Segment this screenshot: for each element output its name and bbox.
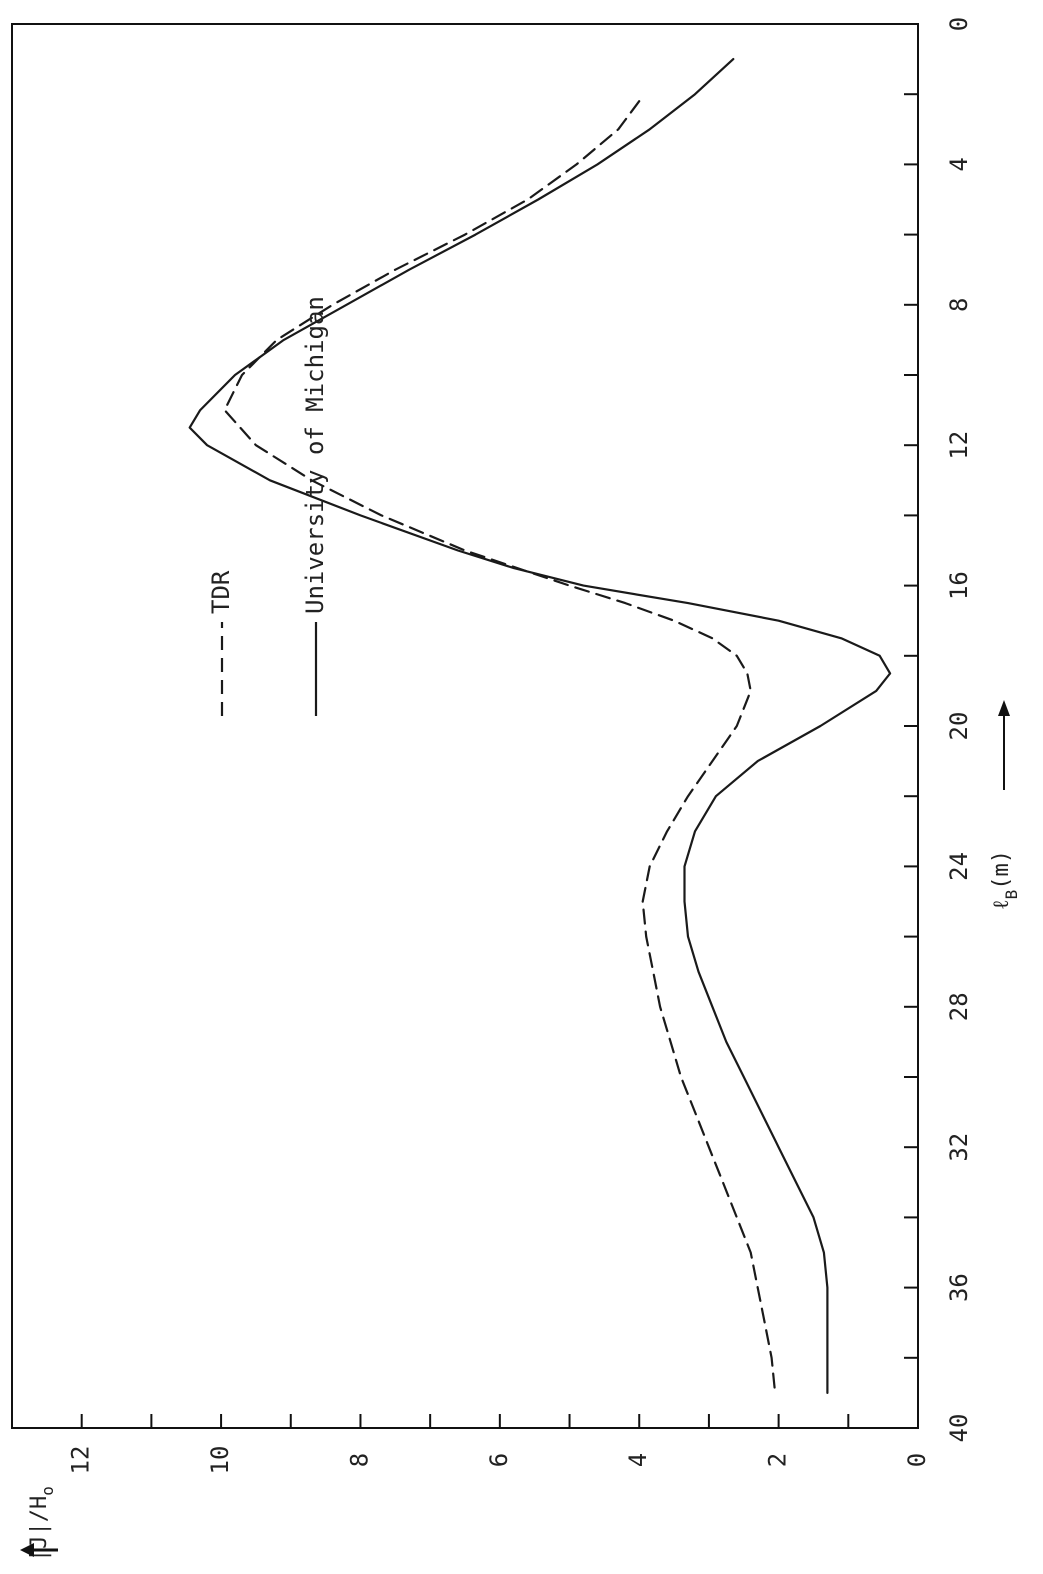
- series-line-university-of-michigan: [188, 57, 892, 1395]
- x-tick-label: 40: [945, 1414, 973, 1443]
- y-tick-label: 12: [67, 1446, 95, 1475]
- x-tick-label: 20: [945, 712, 973, 741]
- tick-marks: [11, 23, 919, 1429]
- y-tick-label: 10: [206, 1446, 234, 1475]
- y-tick-label: 2: [764, 1453, 792, 1467]
- x-tick-label: 36: [945, 1273, 973, 1302]
- x-tick-label: 8: [945, 298, 973, 312]
- x-tick-label: 0: [945, 17, 973, 31]
- legend-label-university-of-michigan: University of Michigan: [301, 296, 329, 614]
- x-tick-label: 4: [945, 157, 973, 171]
- axis-titles: ℓB(m)|J|/Ho: [20, 700, 1021, 1562]
- x-tick-label: 12: [945, 431, 973, 460]
- y-tick-labels: 0 2 4 6 8 10 12: [67, 1446, 931, 1475]
- y-tick-label: 0: [903, 1453, 931, 1467]
- y-tick-label: 6: [485, 1453, 513, 1467]
- x-axis-title: ℓB(m): [989, 850, 1021, 910]
- legend: TDR University of Michigan: [207, 296, 329, 716]
- legend-label-tdr: TDR: [207, 570, 235, 614]
- y-tick-label: 4: [624, 1453, 652, 1467]
- x-tick-labels: 0 4 8 12 16 20 24 28 32 36 40: [945, 17, 973, 1443]
- series-line-tdr: [223, 100, 777, 1395]
- x-tick-label: 28: [945, 992, 973, 1021]
- x-tick-label: 32: [945, 1133, 973, 1162]
- y-tick-label: 8: [345, 1453, 373, 1467]
- y-axis-arrow-head: [20, 1543, 34, 1557]
- series-lines: [188, 57, 892, 1395]
- x-tick-label: 24: [945, 852, 973, 881]
- x-tick-label: 16: [945, 571, 973, 600]
- x-axis-arrow-head: [998, 700, 1010, 716]
